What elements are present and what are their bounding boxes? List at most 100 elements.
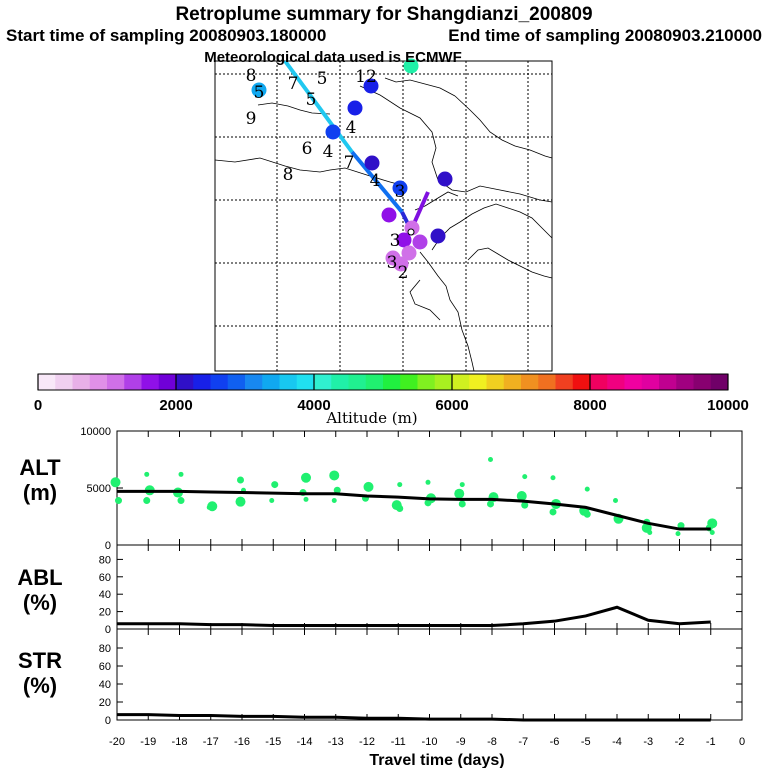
colorbar-tick-label: 8000 xyxy=(573,397,606,414)
str-frame xyxy=(116,628,743,721)
colorbar-cell xyxy=(710,374,729,390)
met-data-text: Meteorological data used is ECMWF xyxy=(204,49,462,66)
x-tick-label: -9 xyxy=(456,736,466,748)
colorbar-cell xyxy=(659,374,677,390)
alt-cluster-point xyxy=(143,497,151,505)
colorbar-cell xyxy=(383,374,401,390)
colorbar-cell xyxy=(572,374,591,390)
cluster-day-label: 8 xyxy=(246,66,257,86)
x-tick-label: -20 xyxy=(109,736,125,748)
colorbar-tick-label: 6000 xyxy=(435,397,468,414)
colorbar-cell xyxy=(176,374,194,390)
plume-cluster-dot xyxy=(401,245,417,261)
colorbar-cell xyxy=(676,374,694,390)
y-tick-label: 0 xyxy=(105,540,111,552)
cluster-day-label: 2 xyxy=(398,263,409,283)
alt-cluster-point xyxy=(301,472,311,483)
cluster-day-label: 9 xyxy=(246,109,257,129)
alt-panel: 10000 5000 0 xyxy=(80,426,743,552)
y-tick-label: 60 xyxy=(99,661,111,673)
x-tick-label: -7 xyxy=(518,736,528,748)
plume-cluster-dot xyxy=(396,232,412,248)
cluster-day-label: 3 xyxy=(395,182,406,202)
alt-cluster-point xyxy=(329,470,340,481)
cluster-day-label: 4 xyxy=(323,142,334,162)
alt-cluster-point xyxy=(613,498,618,504)
colorbar-cell xyxy=(607,374,625,390)
plume-segment-mid xyxy=(350,150,404,214)
colorbar-cell xyxy=(227,374,246,390)
colorbar-cell xyxy=(590,374,608,390)
figure-title: Retroplume summary for Shangdianzi_20080… xyxy=(175,4,592,25)
abl-panel: 80 60 40 20 0 xyxy=(99,544,743,636)
str-panel: 80 60 40 20 0 xyxy=(99,628,743,727)
x-tick-label: -10 xyxy=(422,736,438,748)
alt-cluster-point xyxy=(583,510,591,518)
map-graticule xyxy=(215,61,552,371)
abl-line xyxy=(117,605,711,628)
plume-cluster-dot xyxy=(363,78,379,94)
colorbar-cell xyxy=(89,374,108,390)
alt-cluster-point xyxy=(516,490,527,501)
cluster-day-label: 6 xyxy=(302,139,313,159)
colorbar-label: Altitude (m) xyxy=(325,409,417,427)
map-dot-group xyxy=(251,58,453,272)
x-tick-label: -8 xyxy=(487,736,497,748)
colorbar-cell xyxy=(555,374,574,390)
plume-cluster-dot xyxy=(392,180,408,196)
y-tick-label: 0 xyxy=(105,624,111,636)
x-tick-label: -4 xyxy=(612,736,622,748)
cluster-day-label: 4 xyxy=(346,118,357,138)
cluster-day-label: 7 xyxy=(288,74,299,94)
y-tick-label: 20 xyxy=(99,697,111,709)
cluster-day-label: 3 xyxy=(390,231,401,251)
alt-cluster-point xyxy=(454,488,465,499)
alt-cluster-point xyxy=(237,476,244,484)
colorbar-cell xyxy=(400,374,418,390)
colorbar-cell xyxy=(296,374,315,390)
alt-cluster-point xyxy=(178,471,184,477)
colorbar-cell xyxy=(348,374,367,390)
y-tick-label: 80 xyxy=(99,554,111,566)
colorbar-cell xyxy=(469,374,487,390)
alt-cluster-point xyxy=(363,481,374,492)
y-tick-label: 40 xyxy=(99,589,111,601)
alt-mean-line xyxy=(117,489,711,531)
x-tick-label: -19 xyxy=(140,736,156,748)
abl-panel-unit: (%) xyxy=(23,590,57,615)
x-tick-label: -1 xyxy=(706,736,716,748)
cluster-day-label: 5 xyxy=(317,69,328,89)
colorbar-cell xyxy=(521,374,539,390)
x-tick-label: -11 xyxy=(391,736,406,748)
x-tick-label: -14 xyxy=(297,736,313,748)
y-tick-label: 10000 xyxy=(80,426,111,438)
colorbar-cell xyxy=(641,374,660,390)
alt-cluster-point xyxy=(397,482,403,488)
alt-panel-label: ALT xyxy=(19,455,61,480)
alt-cluster-point xyxy=(521,501,529,509)
str-line xyxy=(117,713,711,722)
colorbar-cell xyxy=(434,374,453,390)
y-tick-label: 0 xyxy=(105,715,111,727)
y-tick-label: 20 xyxy=(99,607,111,619)
alt-cluster-point xyxy=(549,508,557,516)
colorbar-cell xyxy=(503,374,522,390)
x-tick-label: -16 xyxy=(234,736,250,748)
start-time-text: Start time of sampling 20080903.180000 xyxy=(6,26,326,45)
alt-cluster-point xyxy=(459,482,465,488)
cluster-day-label: 5 xyxy=(306,90,317,110)
alt-cluster-point xyxy=(115,497,122,505)
x-tick-label: -12 xyxy=(359,736,375,748)
alt-cluster-point xyxy=(207,501,218,512)
abl-panel-label: ABL xyxy=(17,565,62,590)
plume-cluster-dot xyxy=(437,171,453,187)
x-tick-label: -2 xyxy=(675,736,685,748)
alt-cluster-point xyxy=(331,498,337,504)
cluster-day-label: 3 xyxy=(387,253,398,273)
alt-panel-unit: (m) xyxy=(23,480,57,505)
alt-cluster-point xyxy=(235,496,246,507)
colorbar-tick-label: 10000 xyxy=(707,397,749,414)
